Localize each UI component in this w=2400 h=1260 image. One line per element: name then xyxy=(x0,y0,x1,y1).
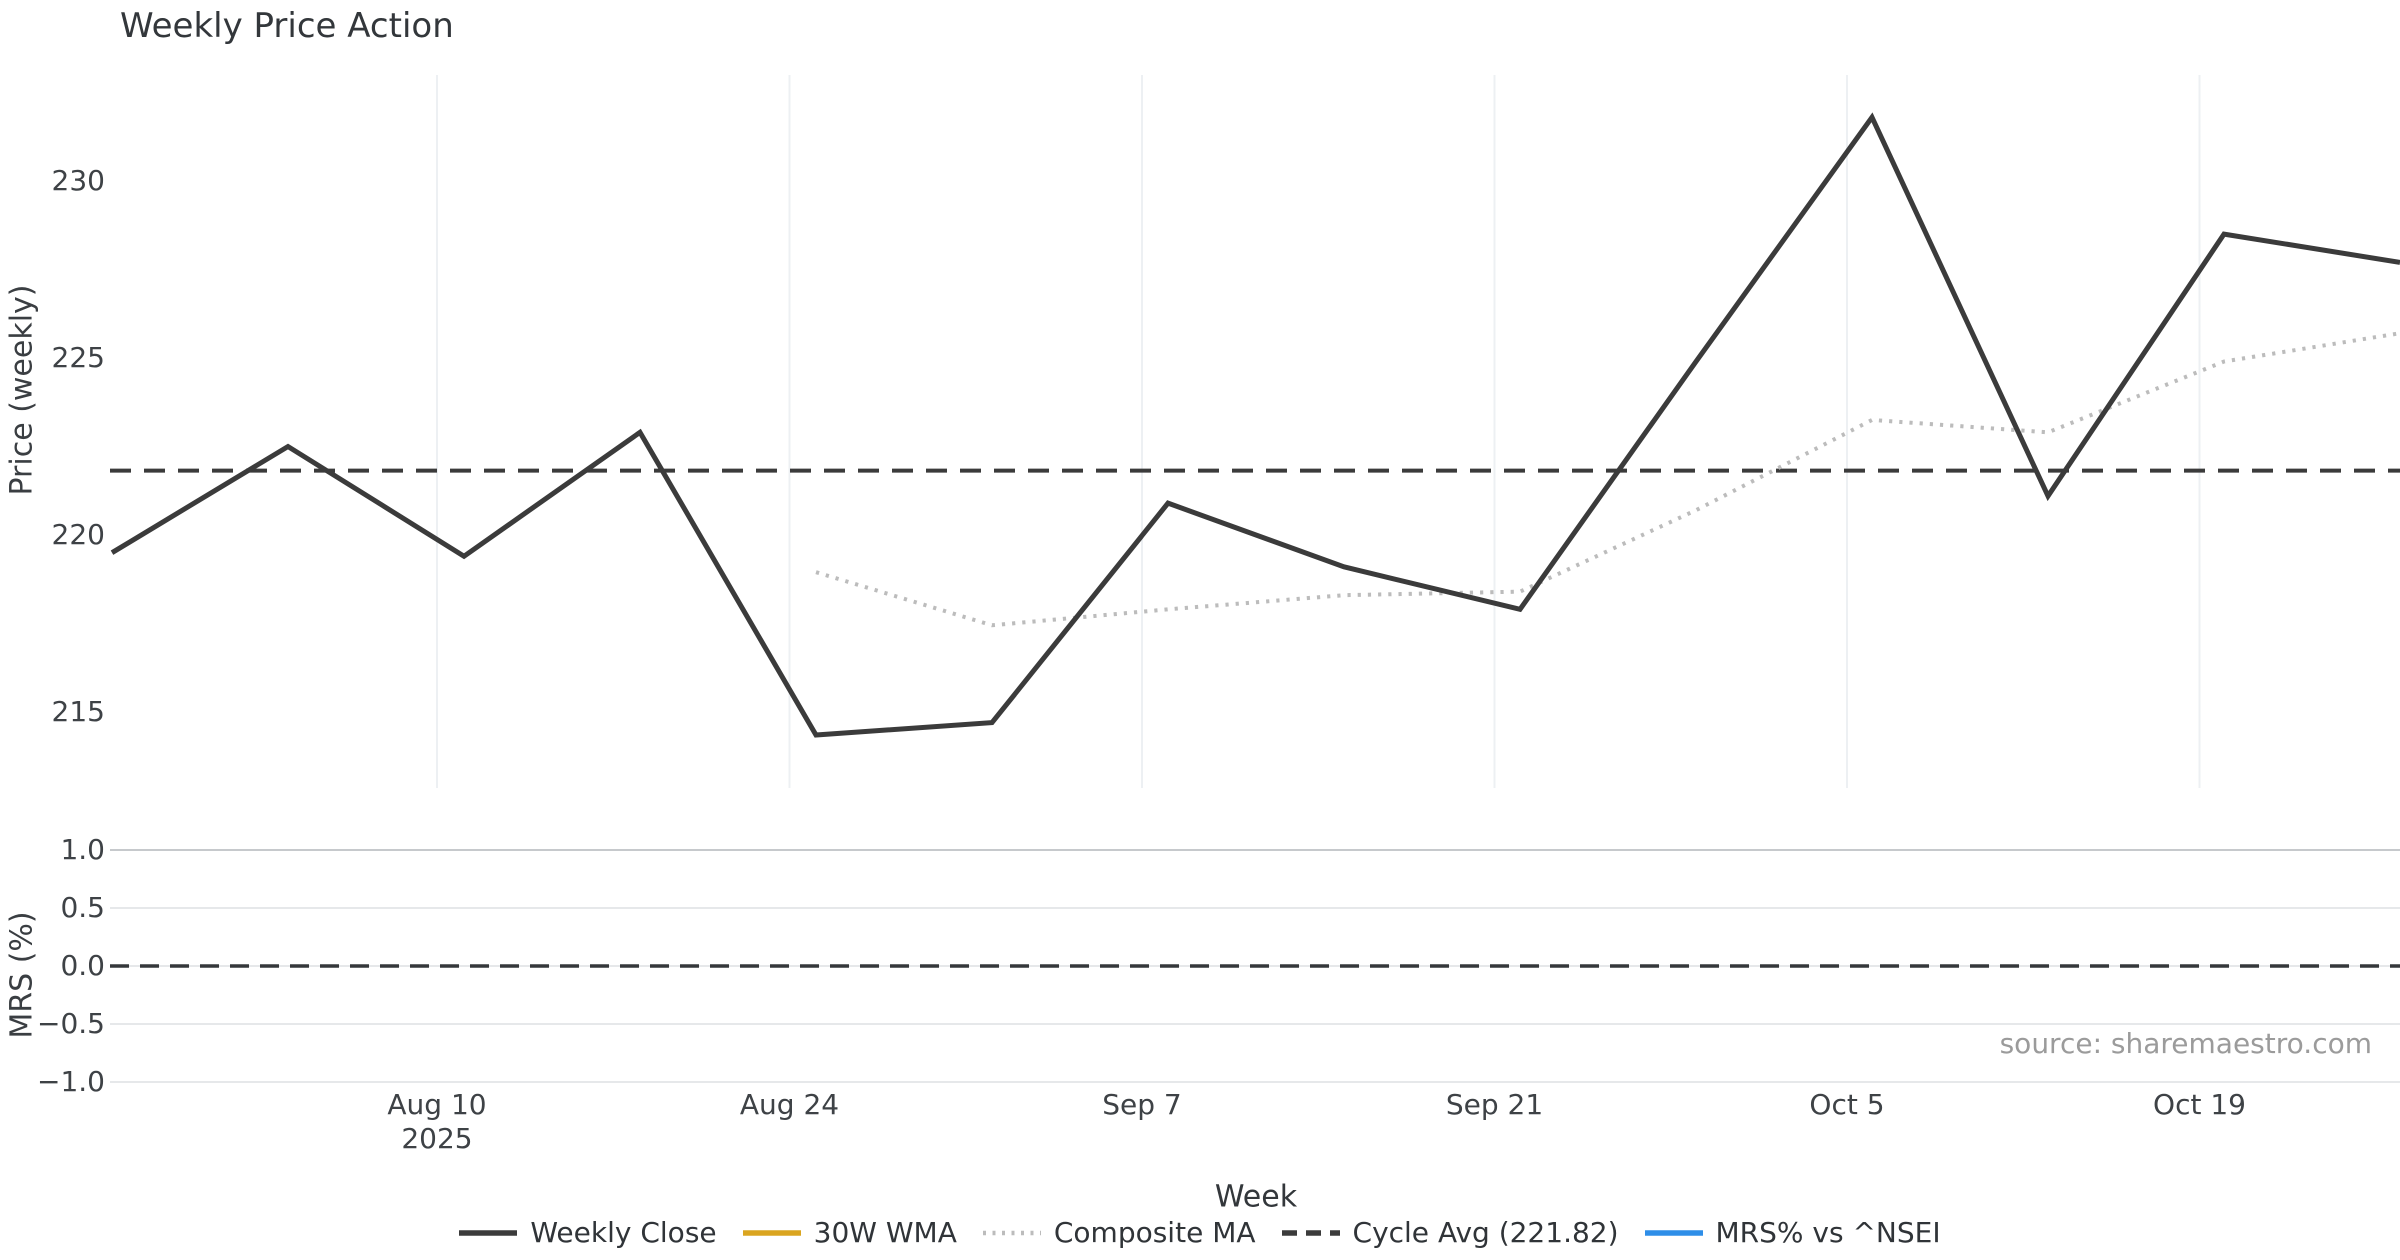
x-tick-label: Oct 19 xyxy=(2153,1088,2246,1121)
legend-item: Composite MA xyxy=(982,1216,1256,1249)
weekly-close-line xyxy=(110,112,2400,738)
legend-line-glyph-dashed xyxy=(1281,1229,1340,1236)
x-tick-label: Aug 24 xyxy=(739,1088,840,1121)
legend-item: MRS% vs ^NSEI xyxy=(1644,1216,1941,1249)
price-tick-label: 230 xyxy=(51,164,105,197)
legend-item: Weekly Close xyxy=(459,1216,717,1249)
mrs-tick-label: −1.0 xyxy=(37,1065,105,1098)
composite-ma-line xyxy=(815,331,2400,628)
legend-line-glyph-dotted xyxy=(982,1230,1041,1235)
legend-item-label: Composite MA xyxy=(1053,1216,1256,1249)
price-tick-label: 215 xyxy=(51,695,105,728)
legend-line-glyph-solid xyxy=(742,1229,801,1236)
legend-item: Cycle Avg (221.82) xyxy=(1281,1216,1619,1249)
legend-item: 30W WMA xyxy=(742,1216,957,1249)
legend-item-label: MRS% vs ^NSEI xyxy=(1715,1216,1941,1249)
legend-item-label: Weekly Close xyxy=(530,1216,717,1249)
x-tick-label: Oct 5 xyxy=(1809,1088,1885,1121)
legend-line-glyph-solid xyxy=(1644,1229,1703,1236)
price-tick-label: 225 xyxy=(51,341,105,374)
chart-title: Weekly Price Action xyxy=(120,6,454,46)
legend-item-label: Cycle Avg (221.82) xyxy=(1352,1216,1619,1249)
source-text: source: sharemaestro.com xyxy=(1999,1027,2372,1060)
legend: Weekly Close 30W WMA Composite MA Cycle Avg… xyxy=(0,1216,2400,1249)
price-tick-label: 220 xyxy=(51,518,105,551)
price-axis-label: Price (weekly) xyxy=(4,284,40,496)
mrs-tick-label: 0.0 xyxy=(60,949,105,982)
week-axis-label: Week xyxy=(1214,1179,1298,1215)
mrs-tick-label: 1.0 xyxy=(60,833,105,866)
mrs-tick-label: −0.5 xyxy=(37,1007,105,1040)
x-tick-label: Aug 10 2025 xyxy=(387,1088,487,1155)
legend-item-label: 30W WMA xyxy=(813,1216,957,1249)
x-tick-label: Sep 21 xyxy=(1445,1088,1544,1121)
mrs-tick-label: 0.5 xyxy=(60,891,105,924)
x-tick-label: Sep 7 xyxy=(1102,1088,1182,1121)
legend-line-glyph-solid xyxy=(459,1229,518,1236)
